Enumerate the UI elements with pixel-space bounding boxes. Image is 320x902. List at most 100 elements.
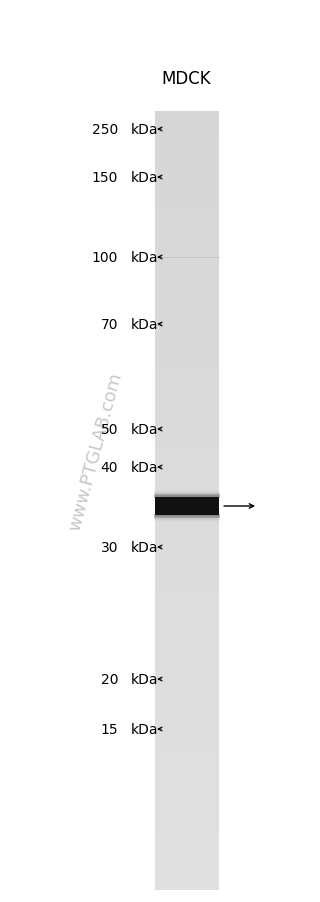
Text: kDa: kDa [131, 123, 158, 137]
Text: kDa: kDa [131, 723, 158, 736]
Bar [155, 446, 219, 455]
Text: kDa: kDa [131, 318, 158, 332]
Bar [155, 586, 219, 594]
Bar [155, 548, 219, 556]
Text: 100: 100 [92, 251, 118, 264]
Text: kDa: kDa [131, 540, 158, 555]
Text: kDa: kDa [131, 461, 158, 474]
Bar [155, 322, 219, 330]
Bar [155, 594, 219, 602]
Bar [155, 866, 219, 874]
Bar [155, 391, 219, 400]
Bar [155, 361, 219, 369]
Bar [155, 290, 219, 299]
Bar [155, 718, 219, 726]
Bar [155, 127, 219, 135]
Bar [155, 159, 219, 167]
Bar [155, 423, 219, 431]
Bar [155, 750, 219, 758]
Text: 150: 150 [92, 170, 118, 185]
Bar [155, 236, 219, 244]
Bar [155, 563, 219, 571]
Bar [155, 555, 219, 563]
Bar [155, 174, 219, 182]
Bar [155, 656, 219, 664]
Bar [155, 120, 219, 128]
Bar [155, 462, 219, 470]
Bar [155, 819, 219, 827]
Text: 70: 70 [100, 318, 118, 332]
Bar [155, 531, 219, 539]
Bar [155, 609, 219, 618]
Bar [155, 539, 219, 548]
Text: 15: 15 [100, 723, 118, 736]
Bar [155, 182, 219, 190]
Bar [155, 189, 219, 198]
Text: kDa: kDa [131, 170, 158, 185]
Bar [155, 353, 219, 361]
Text: 40: 40 [100, 461, 118, 474]
Bar [155, 804, 219, 812]
Bar [155, 570, 219, 579]
Bar [155, 469, 219, 478]
Bar [155, 788, 219, 796]
Bar [155, 632, 219, 640]
Text: 250: 250 [92, 123, 118, 137]
Bar [155, 827, 219, 835]
Bar [155, 492, 219, 501]
Bar [155, 765, 219, 773]
Bar [155, 617, 219, 625]
Bar [155, 741, 219, 750]
Bar [155, 858, 219, 866]
Bar [155, 151, 219, 159]
Bar [155, 851, 219, 859]
Bar [155, 516, 219, 524]
Bar [155, 640, 219, 649]
Bar [155, 501, 219, 509]
Bar [155, 275, 219, 283]
Bar [155, 384, 219, 392]
Bar [155, 221, 219, 229]
Bar [155, 625, 219, 633]
Bar [155, 345, 219, 354]
Bar [155, 454, 219, 462]
Bar [155, 687, 219, 695]
Bar [155, 842, 219, 851]
Bar [155, 438, 219, 446]
Bar [155, 143, 219, 152]
Bar [155, 508, 219, 517]
Bar [155, 267, 219, 276]
Text: 30: 30 [100, 540, 118, 555]
Bar [155, 811, 219, 820]
Bar [155, 664, 219, 672]
Bar [155, 337, 219, 345]
Bar [155, 679, 219, 687]
Bar [155, 834, 219, 842]
Bar [155, 198, 219, 206]
Bar [155, 112, 219, 120]
Bar [155, 283, 219, 291]
Text: 20: 20 [100, 672, 118, 686]
Bar [155, 757, 219, 765]
Bar [155, 228, 219, 236]
Bar [155, 485, 219, 493]
Bar [155, 873, 219, 882]
Bar [155, 710, 219, 719]
Bar [155, 649, 219, 657]
Bar [155, 166, 219, 175]
Bar [155, 407, 219, 416]
Bar [155, 205, 219, 214]
Bar [155, 329, 219, 337]
Bar [155, 497, 219, 515]
Text: 50: 50 [100, 422, 118, 437]
Text: MDCK: MDCK [162, 70, 212, 87]
Bar [155, 306, 219, 315]
Bar [155, 213, 219, 221]
Bar [155, 772, 219, 781]
Bar [155, 695, 219, 703]
Bar [155, 524, 219, 532]
Bar [155, 780, 219, 788]
Bar [155, 703, 219, 711]
Bar [155, 244, 219, 253]
Bar [155, 376, 219, 384]
